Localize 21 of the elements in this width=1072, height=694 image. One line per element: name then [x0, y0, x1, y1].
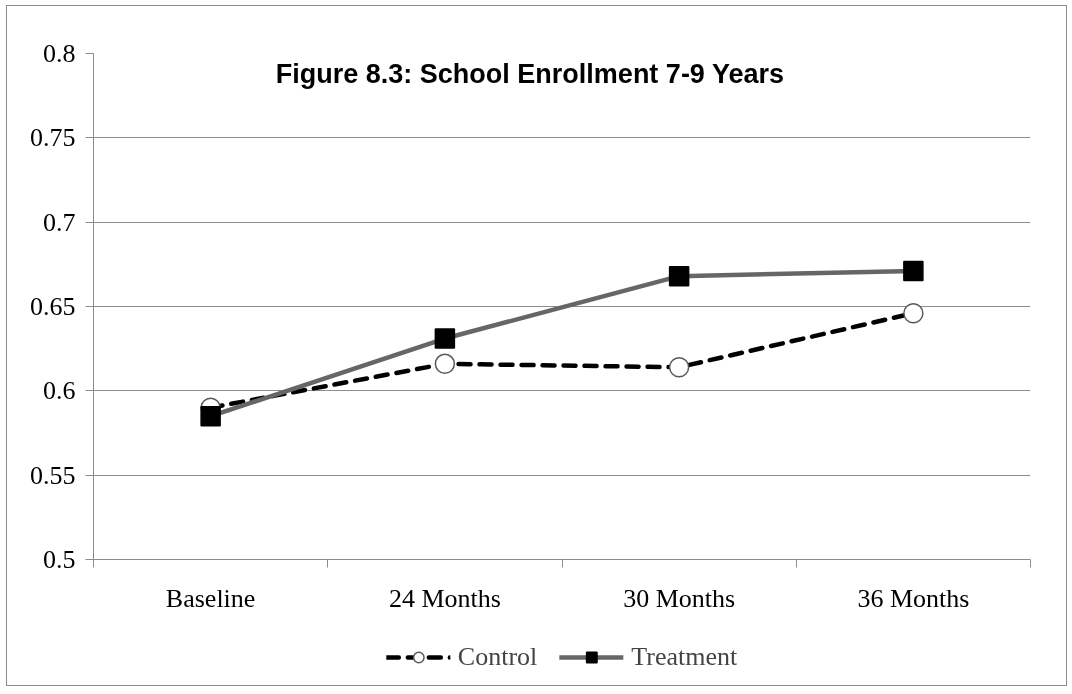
point [903, 260, 924, 282]
y-tick-label: 0.8 [43, 39, 76, 68]
y-tick-label: 0.7 [43, 207, 76, 237]
point [200, 405, 221, 427]
y-tick-label: 0.6 [43, 376, 76, 406]
y-tick-label: 0.55 [30, 460, 76, 490]
y-tick-label: 0.75 [30, 123, 76, 153]
y-tick-label: 0.5 [43, 545, 76, 574]
legend-label: Treatment [631, 642, 738, 672]
x-tick-label: Baseline [165, 583, 256, 613]
point [434, 353, 456, 375]
point [903, 303, 924, 324]
y-tick-label: 0.65 [30, 292, 76, 321]
x-tick-label: 30 Months [623, 583, 736, 613]
point [668, 356, 690, 378]
chart-title: Figure 8.3: School Enrollment 7-9 Years [275, 58, 784, 89]
legend-label: Control [457, 642, 538, 672]
x-tick-label: 36 Months [857, 583, 970, 613]
point [668, 265, 690, 287]
point [434, 328, 456, 349]
x-tick-label: 24 Months [388, 583, 501, 613]
